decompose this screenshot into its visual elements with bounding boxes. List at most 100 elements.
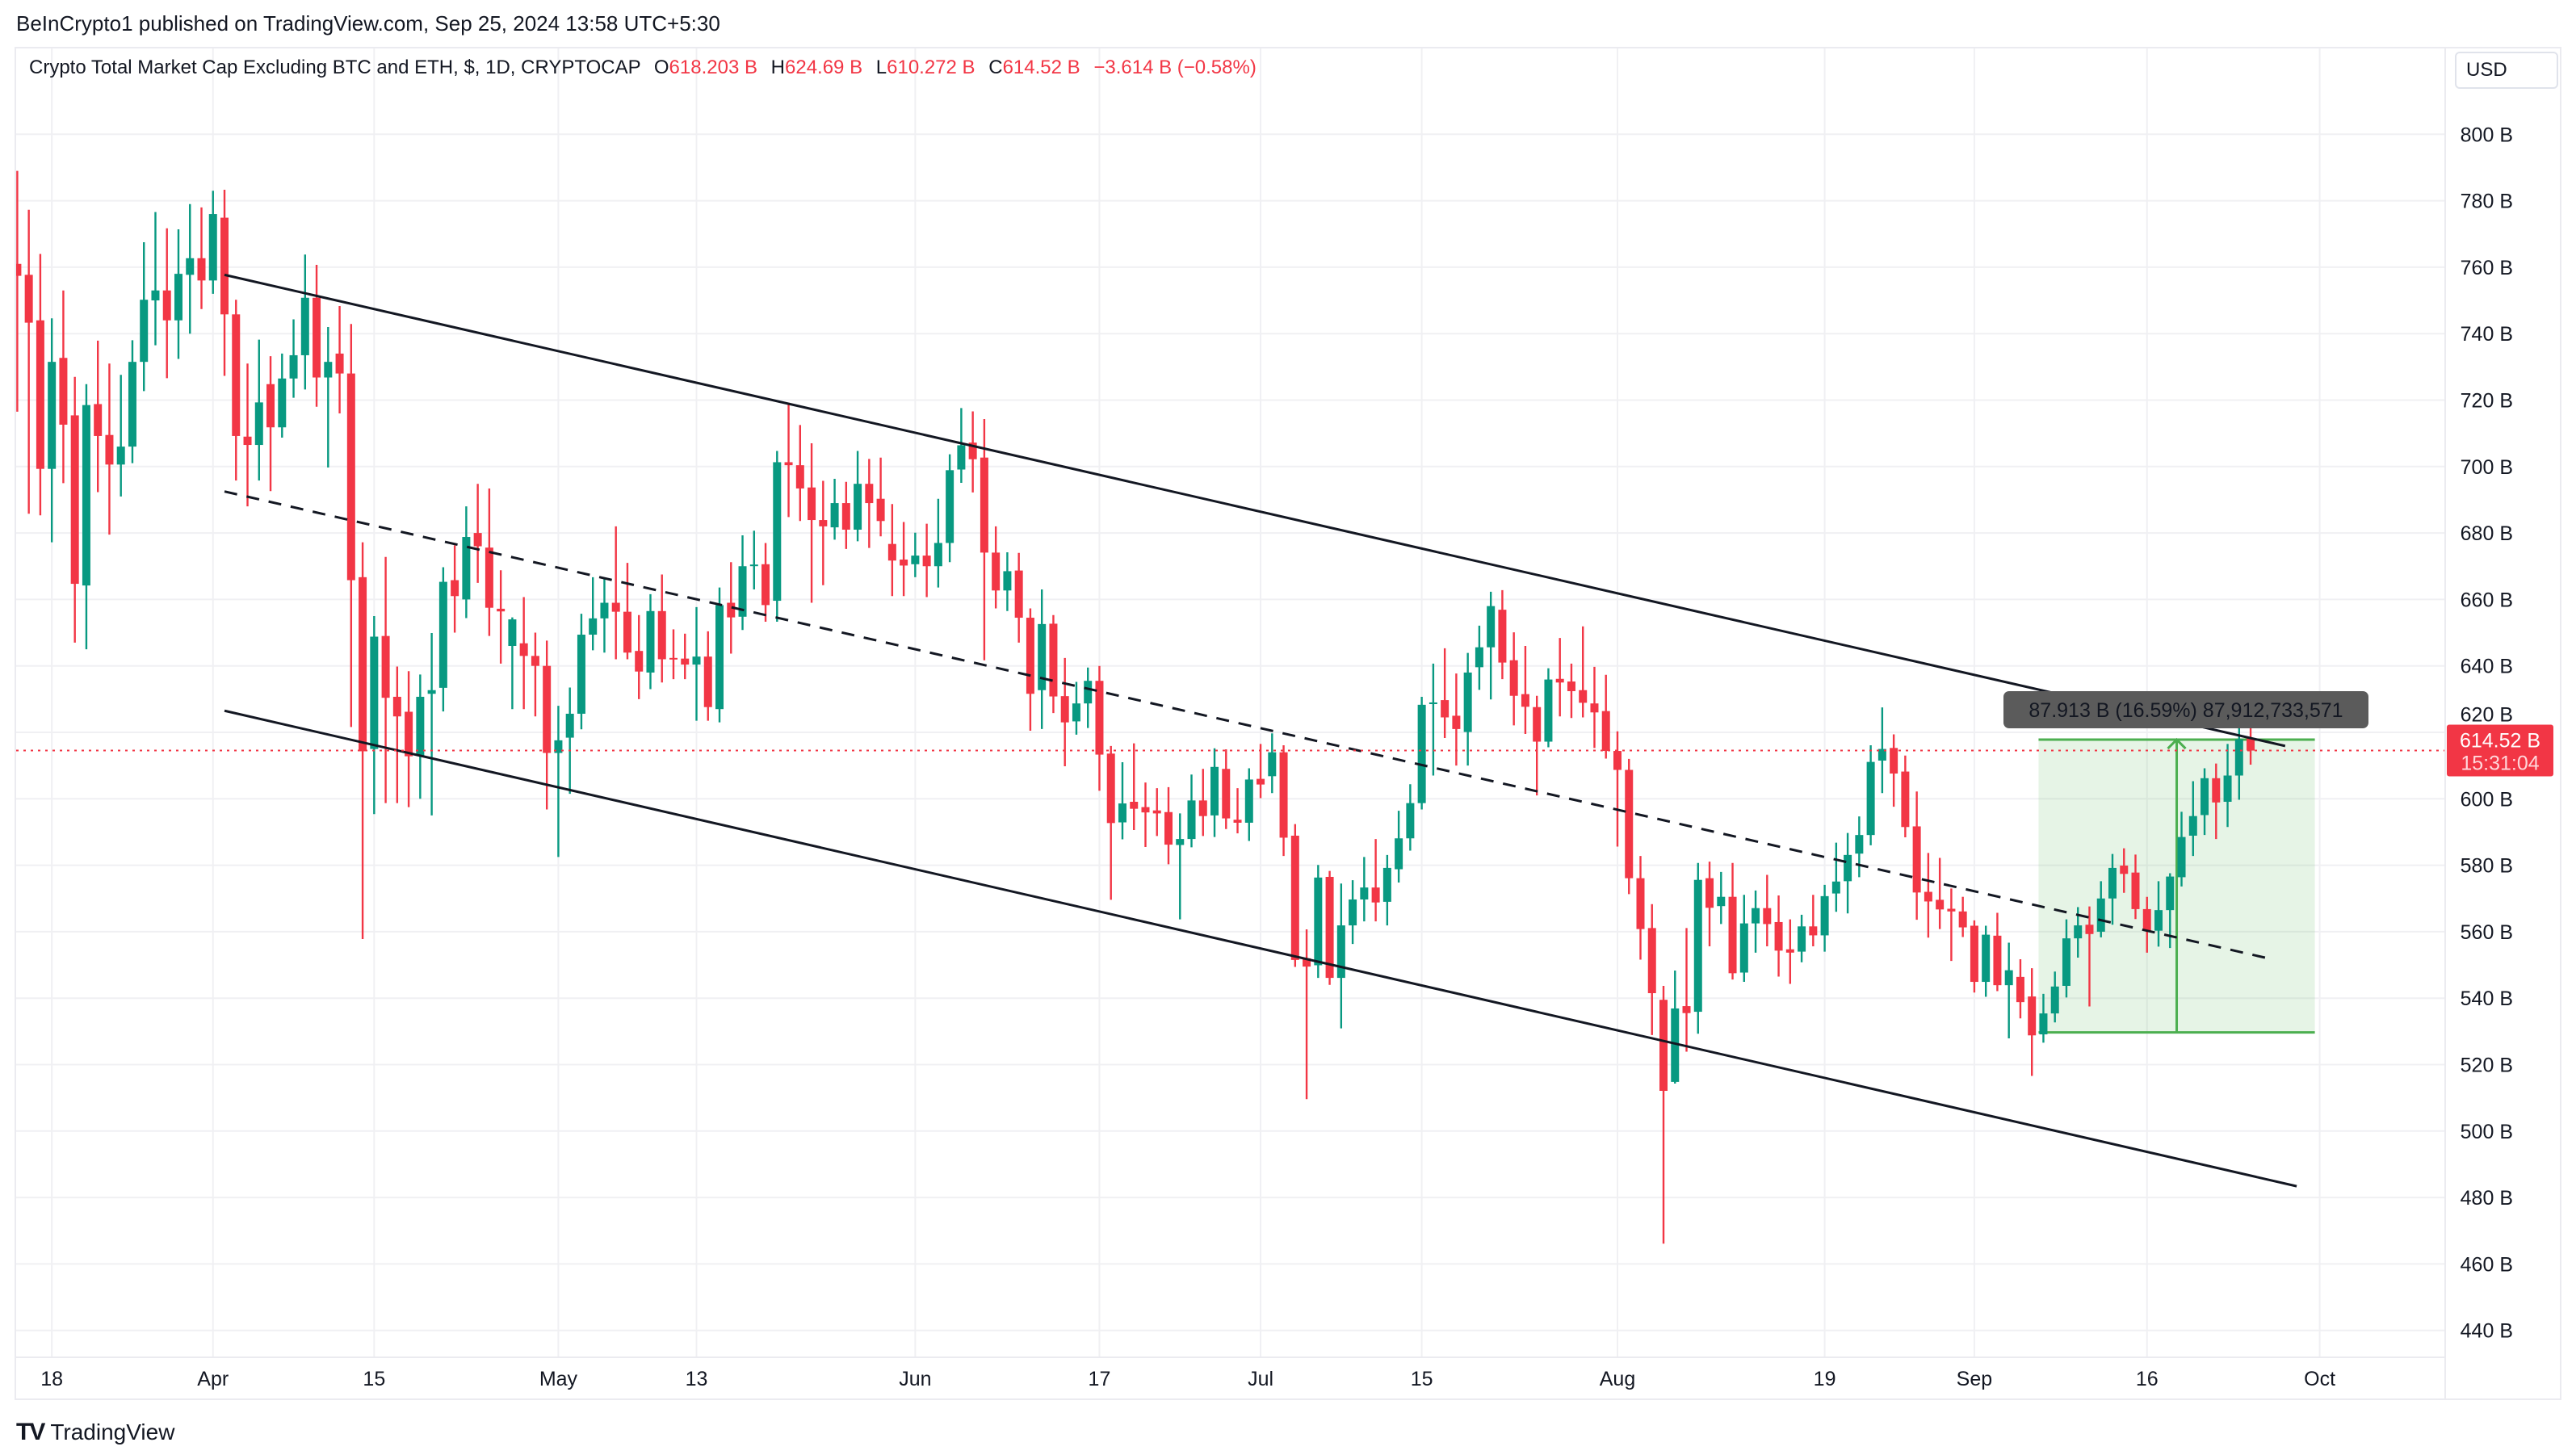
- candle[interactable]: [703, 631, 712, 721]
- candle[interactable]: [1049, 614, 1058, 714]
- candle[interactable]: [1590, 666, 1599, 748]
- candle[interactable]: [1060, 657, 1069, 766]
- candle[interactable]: [669, 629, 678, 680]
- channel-trendline[interactable]: [224, 709, 2297, 1188]
- candle[interactable]: [1382, 854, 1391, 926]
- candle[interactable]: [2120, 848, 2129, 893]
- candle[interactable]: [105, 363, 114, 535]
- candle[interactable]: [946, 454, 954, 563]
- candle[interactable]: [1993, 912, 2002, 992]
- candle[interactable]: [1244, 768, 1253, 841]
- candle[interactable]: [2212, 763, 2221, 840]
- candle[interactable]: [565, 687, 574, 795]
- candle[interactable]: [911, 532, 920, 577]
- candle[interactable]: [1222, 748, 1231, 829]
- candle[interactable]: [1233, 788, 1242, 834]
- candle[interactable]: [1406, 784, 1415, 851]
- candle[interactable]: [2154, 881, 2163, 947]
- candle[interactable]: [1601, 674, 1610, 759]
- candle[interactable]: [1441, 648, 1450, 738]
- candle[interactable]: [1717, 871, 1726, 925]
- candle[interactable]: [854, 451, 862, 542]
- candle[interactable]: [1890, 734, 1898, 807]
- candle[interactable]: [761, 543, 770, 622]
- candle[interactable]: [957, 408, 966, 483]
- candle[interactable]: [289, 319, 298, 398]
- candle[interactable]: [1671, 971, 1680, 1084]
- candle[interactable]: [324, 326, 333, 468]
- candle[interactable]: [727, 562, 736, 654]
- candle[interactable]: [657, 574, 666, 683]
- candle[interactable]: [1912, 791, 1921, 920]
- candle[interactable]: [2223, 744, 2232, 828]
- candle[interactable]: [1924, 853, 1932, 938]
- candle[interactable]: [1970, 920, 1978, 993]
- candle[interactable]: [2004, 942, 2013, 1038]
- candle[interactable]: [808, 442, 816, 603]
- candle[interactable]: [151, 212, 160, 346]
- candle[interactable]: [1429, 663, 1437, 776]
- candle[interactable]: [1095, 665, 1104, 791]
- candle[interactable]: [635, 614, 644, 699]
- candle[interactable]: [795, 425, 804, 522]
- candle[interactable]: [335, 306, 344, 413]
- candle[interactable]: [485, 488, 493, 636]
- candle[interactable]: [82, 384, 90, 650]
- candle[interactable]: [1349, 880, 1357, 945]
- candle[interactable]: [1395, 811, 1403, 883]
- candle[interactable]: [1533, 695, 1542, 796]
- candle[interactable]: [1555, 638, 1564, 717]
- candle[interactable]: [1487, 591, 1496, 700]
- candle[interactable]: [462, 506, 471, 618]
- candle[interactable]: [1901, 755, 1910, 838]
- candle[interactable]: [1820, 884, 1829, 952]
- candle[interactable]: [1498, 589, 1507, 680]
- candle[interactable]: [313, 265, 321, 407]
- candle[interactable]: [1336, 883, 1345, 1029]
- candle[interactable]: [784, 402, 793, 518]
- candle[interactable]: [1084, 667, 1093, 728]
- candle[interactable]: [208, 191, 217, 294]
- candle[interactable]: [1855, 816, 1864, 878]
- candle[interactable]: [1463, 652, 1472, 766]
- candle[interactable]: [36, 254, 44, 516]
- candle[interactable]: [2131, 854, 2140, 920]
- candle[interactable]: [1106, 745, 1115, 900]
- candle[interactable]: [865, 459, 874, 548]
- candle[interactable]: [174, 229, 183, 359]
- candle[interactable]: [531, 632, 539, 717]
- candle[interactable]: [1831, 842, 1840, 912]
- price-axis[interactable]: 440 B 460 B 480 B 500 B 520 B 540 B 560 B 580 B…: [2461, 124, 2513, 1342]
- candle[interactable]: [359, 542, 367, 939]
- candle[interactable]: [346, 324, 355, 728]
- candle[interactable]: [1475, 625, 1483, 690]
- candle[interactable]: [1752, 890, 1760, 953]
- candle[interactable]: [646, 593, 655, 690]
- candle[interactable]: [186, 203, 195, 334]
- candle[interactable]: [2188, 781, 2197, 857]
- candle[interactable]: [589, 577, 598, 651]
- candle[interactable]: [830, 479, 839, 540]
- candle[interactable]: [1152, 788, 1161, 837]
- candle[interactable]: [1728, 862, 1737, 980]
- candle[interactable]: [232, 300, 241, 481]
- candle[interactable]: [1947, 888, 1956, 962]
- candle[interactable]: [773, 451, 782, 622]
- candle[interactable]: [600, 578, 609, 653]
- tradingview-logo[interactable]: TV TradingView: [16, 1419, 174, 1446]
- candle[interactable]: [738, 535, 747, 631]
- candle[interactable]: [1636, 856, 1645, 960]
- candle[interactable]: [438, 567, 447, 712]
- candle[interactable]: [1774, 895, 1783, 977]
- candle[interactable]: [623, 563, 631, 660]
- candle[interactable]: [1290, 824, 1299, 967]
- candle[interactable]: [1647, 904, 1656, 1035]
- candle[interactable]: [1003, 551, 1012, 611]
- candle[interactable]: [1360, 857, 1369, 922]
- candle[interactable]: [1659, 985, 1668, 1244]
- candle[interactable]: [1014, 552, 1023, 643]
- candle[interactable]: [1371, 839, 1380, 922]
- candle[interactable]: [2096, 881, 2105, 937]
- candle[interactable]: [1325, 870, 1334, 985]
- candle[interactable]: [1544, 668, 1553, 748]
